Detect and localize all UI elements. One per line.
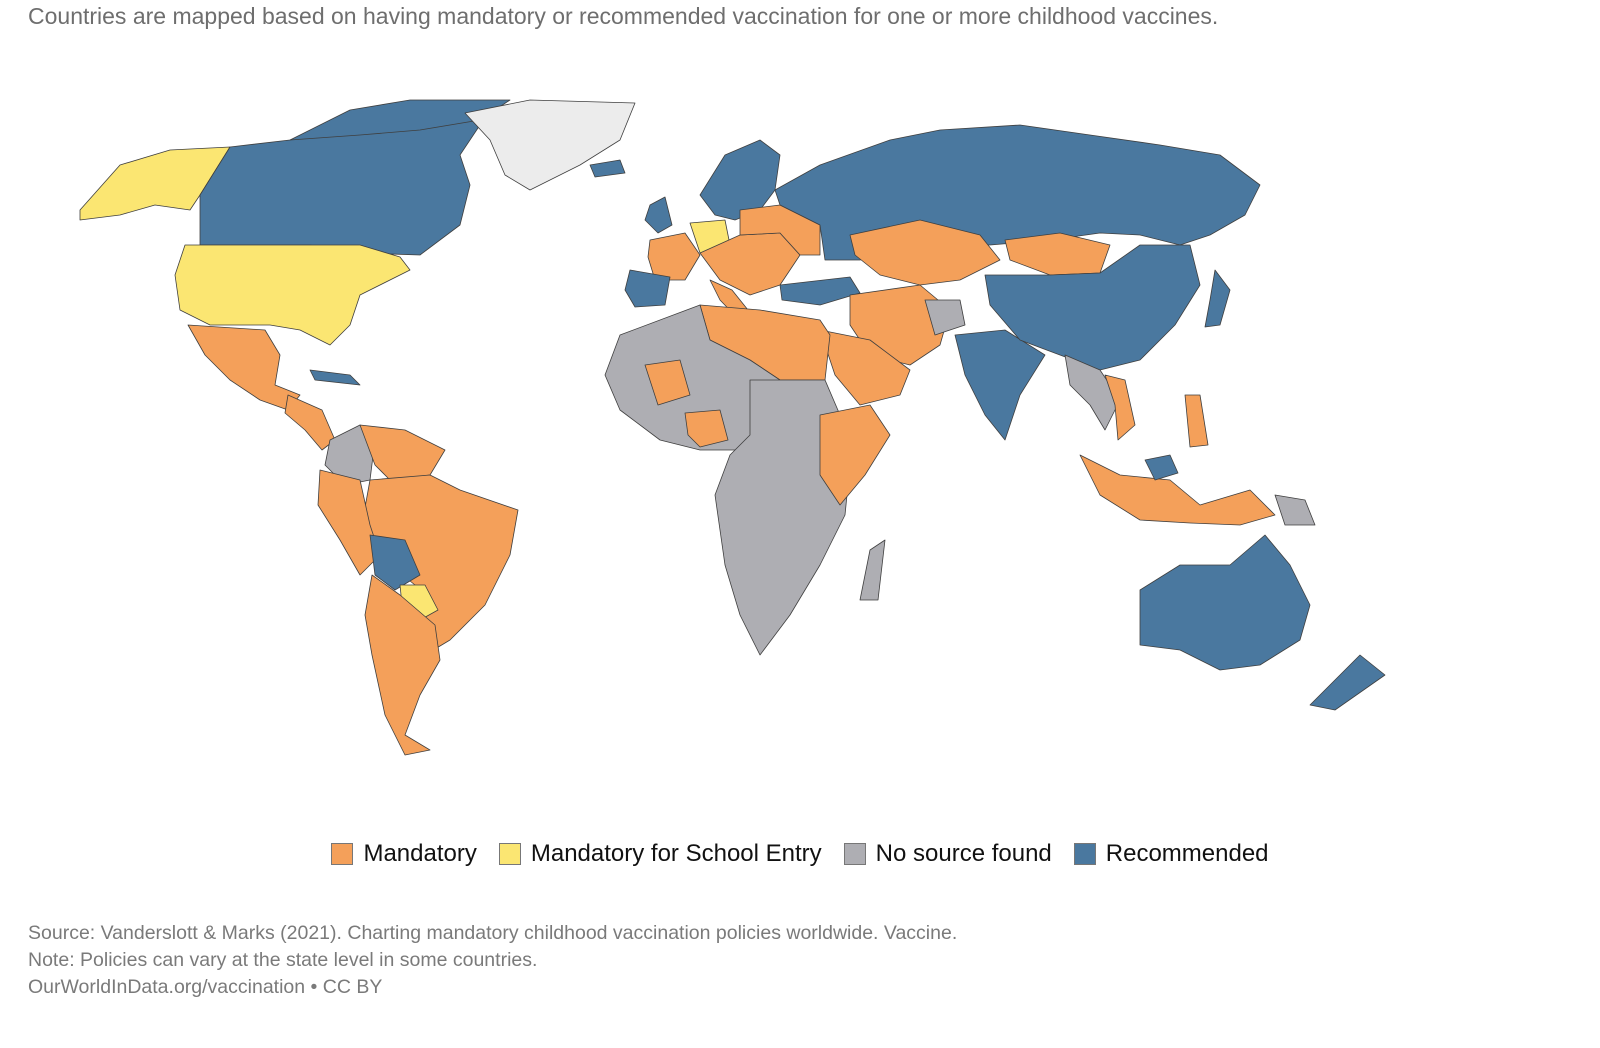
country-afghanistan[interactable] <box>924 299 966 336</box>
legend-swatch <box>1073 843 1096 865</box>
country-philippines[interactable] <box>1184 394 1209 448</box>
country-peru-ecuador[interactable] <box>317 469 381 576</box>
credit-link[interactable]: OurWorldInData.org/vaccination • CC BY <box>28 976 383 998</box>
country-borneo[interactable] <box>1144 454 1179 481</box>
legend-swatch <box>843 843 866 865</box>
note-text: Note: Policies can vary at the state lev… <box>28 949 538 971</box>
chart-subtitle: Countries are mapped based on having man… <box>28 3 1219 29</box>
country-saudi-arabia[interactable] <box>819 329 911 406</box>
footer: Source: Vanderslott & Marks (2021). Char… <box>28 920 957 1001</box>
legend-item-recommended[interactable]: Recommended <box>1073 840 1269 868</box>
legend-item-mandatory[interactable]: Mandatory <box>331 840 477 868</box>
country-india[interactable] <box>954 329 1046 441</box>
legend-label: Recommended <box>1105 840 1269 867</box>
country-kazakhstan[interactable] <box>849 219 1001 286</box>
country-vietnam[interactable] <box>1104 374 1136 441</box>
legend-label: No source found <box>875 840 1052 867</box>
country-east-africa[interactable] <box>819 404 891 506</box>
country-france[interactable] <box>647 232 701 281</box>
country-china[interactable] <box>984 244 1201 371</box>
legend-label: Mandatory <box>363 840 477 867</box>
country-central-america[interactable] <box>284 394 336 451</box>
legend-swatch <box>498 843 521 865</box>
legend: Mandatory Mandatory for School Entry No … <box>0 840 1600 868</box>
country-new-zealand[interactable] <box>1309 654 1386 711</box>
world-map[interactable] <box>60 95 1480 785</box>
country-sahel-mandatory[interactable] <box>644 359 691 406</box>
country-papua-new-guinea[interactable] <box>1274 494 1316 526</box>
country-iceland[interactable] <box>589 159 626 178</box>
legend-label: Mandatory for School Entry <box>530 840 822 867</box>
country-bolivia[interactable] <box>369 534 421 591</box>
country-australia[interactable] <box>1139 534 1311 671</box>
country-usa[interactable] <box>174 244 411 346</box>
country-uk[interactable] <box>644 196 673 234</box>
legend-item-no-source[interactable]: No source found <box>843 840 1052 868</box>
world-map-svg[interactable] <box>60 95 1480 785</box>
source-text: Source: Vanderslott & Marks (2021). Char… <box>28 922 958 944</box>
legend-item-mandatory-school[interactable]: Mandatory for School Entry <box>498 840 822 868</box>
country-nigeria[interactable] <box>684 409 729 448</box>
country-venezuela-guianas[interactable] <box>359 424 446 481</box>
country-japan-korea[interactable] <box>1204 269 1231 328</box>
country-southeast-asia[interactable] <box>1064 354 1121 431</box>
country-argentina-chile[interactable] <box>364 574 441 756</box>
country-turkey[interactable] <box>779 276 861 306</box>
country-madagascar[interactable] <box>859 539 886 601</box>
country-greenland[interactable] <box>464 99 636 191</box>
country-mongolia[interactable] <box>1004 232 1111 276</box>
legend-swatch <box>331 843 354 865</box>
country-cuba[interactable] <box>309 369 361 386</box>
country-indonesia[interactable] <box>1079 454 1276 526</box>
country-mexico[interactable] <box>187 324 301 411</box>
country-alaska[interactable] <box>79 146 231 221</box>
country-iberia[interactable] <box>624 269 671 308</box>
